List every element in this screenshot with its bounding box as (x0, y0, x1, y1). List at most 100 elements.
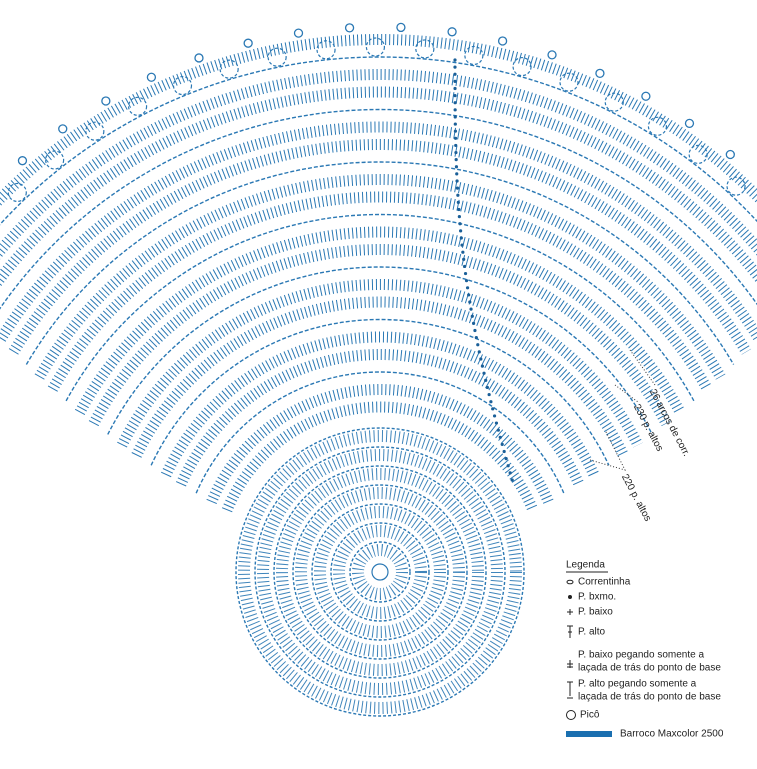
leaders (589, 349, 656, 471)
stitch-row (468, 300, 472, 304)
stitch-row (453, 58, 457, 62)
stitch-row (454, 165, 459, 169)
stitch-row (462, 264, 467, 269)
stitch-row (471, 321, 476, 325)
legend-label: Correntinha (578, 577, 631, 588)
stitch-row (257, 449, 503, 695)
stitch-row (453, 101, 457, 105)
stitch-row (457, 215, 461, 219)
stitch-row (453, 136, 458, 140)
legend-label: Picô (580, 710, 600, 721)
stitch-row (107, 266, 653, 435)
stitch-row (508, 471, 512, 475)
stitch-row (344, 23, 355, 33)
stitch-row (469, 307, 473, 311)
legend-label: Barroco Maxcolor 2500 (620, 729, 724, 740)
stitch-row (175, 349, 585, 487)
stitch-row (455, 172, 459, 176)
stitch-row (456, 193, 460, 197)
stitch-row (195, 371, 565, 494)
annotation: 220 p. altos (619, 472, 653, 523)
stitch-row (160, 331, 600, 478)
stitch-row (460, 243, 464, 247)
stitch-row (506, 464, 510, 468)
stitch-row (295, 487, 465, 657)
stitch-row (455, 186, 460, 190)
stitch-row (396, 22, 406, 33)
stitch-row (462, 257, 466, 261)
stitch-row (65, 213, 695, 402)
stitch-row (494, 421, 499, 425)
stitch-row (365, 37, 386, 57)
stitch-row (491, 407, 495, 411)
stitch-row (510, 478, 514, 482)
stitch-row (349, 541, 411, 603)
stitch-row (314, 506, 446, 638)
stitch-row (465, 286, 470, 290)
stitch-row (464, 45, 484, 66)
stitch-row (479, 357, 483, 361)
stitch-row (477, 350, 481, 354)
stitch-row (0, 108, 757, 310)
stitch-row (453, 79, 457, 83)
stitch-row (485, 385, 489, 390)
legend-label: P. alto pegando somente a (578, 679, 697, 690)
stitch-row (688, 144, 708, 164)
stitch-row (273, 465, 487, 679)
stitch-row (267, 47, 287, 67)
stitch-row (352, 544, 408, 600)
stitch-row (647, 116, 668, 136)
stitch-row (74, 226, 686, 415)
stitch-row (58, 124, 68, 134)
legend-label: laçada de trás do ponto de base (578, 663, 721, 674)
stitch-row (487, 392, 491, 397)
stitch-row (457, 207, 461, 212)
stitch-row (559, 72, 579, 92)
stitch-row (453, 122, 457, 126)
stitch-row (473, 328, 477, 333)
legend-label: P. bxmo. (578, 592, 616, 603)
stitch-row (454, 150, 458, 155)
legend-label: P. alto (578, 627, 605, 638)
stitch-row (484, 378, 488, 382)
stitch-row (172, 75, 193, 96)
stitch-row (0, 56, 757, 226)
legend-label: laçada de trás do ponto de base (578, 692, 721, 703)
stitch-row (293, 28, 304, 38)
stitch-row (474, 336, 478, 340)
stitch-row (641, 91, 651, 101)
stitch-row (25, 161, 735, 365)
stitch-row (467, 293, 471, 297)
stitch-row (454, 158, 458, 162)
stitch-row (480, 364, 485, 368)
stitch-row (7, 182, 27, 203)
stitch-row (0, 69, 757, 260)
stitch-row (194, 53, 204, 63)
stitch-row (206, 384, 554, 504)
stitch-row (726, 176, 746, 196)
stitch-row (330, 522, 430, 622)
legend: Legenda Correntinha P. bxmo. P. baixo P.… (566, 560, 724, 740)
stitch-row (292, 484, 468, 660)
stitch-row (127, 96, 148, 116)
stitch-row (459, 236, 463, 240)
stitch-row (453, 93, 457, 98)
legend-title: Legenda (566, 560, 605, 571)
stitch-row (454, 143, 458, 148)
stitch-row (456, 200, 460, 204)
stitch-row (101, 96, 111, 106)
stitch-row (458, 222, 462, 226)
legend-label: P. baixo (578, 607, 613, 618)
stitch-row (453, 86, 457, 91)
stitch-row (461, 250, 465, 254)
legend-label: P. baixo pegando somente a (578, 650, 704, 661)
stitch-row (463, 271, 468, 276)
stitch-row (476, 343, 480, 347)
stitch-row (604, 92, 624, 112)
stitch-row (453, 72, 457, 76)
stitch-row (311, 503, 449, 641)
stitch-row (595, 68, 605, 78)
stitch-row (489, 400, 493, 404)
stitch-row (453, 129, 458, 133)
stitch-chart (0, 22, 757, 717)
